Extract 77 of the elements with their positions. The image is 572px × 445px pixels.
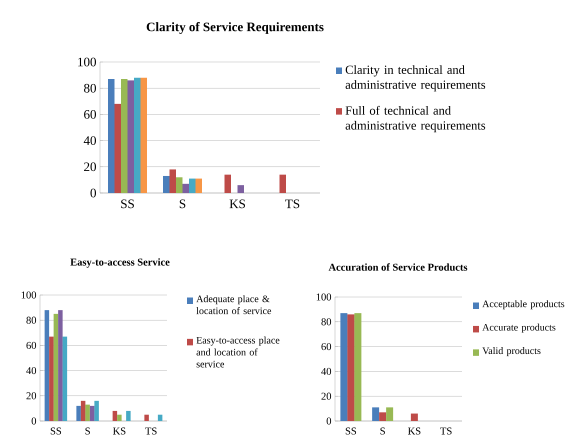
- bar: [347, 314, 354, 421]
- x-tick-label: KS: [112, 428, 126, 435]
- bar: [224, 174, 231, 193]
- legend-label: Adequate place & location of service: [196, 295, 272, 314]
- bar: [76, 406, 81, 421]
- bar: [128, 80, 134, 193]
- bar: [176, 177, 182, 193]
- y-tick-label: 0: [32, 417, 36, 425]
- bar: [54, 314, 58, 421]
- bar: [94, 400, 99, 421]
- bar: [354, 313, 362, 421]
- bar: [279, 174, 286, 193]
- bar: [112, 410, 118, 421]
- legend-label: Valid products: [482, 347, 541, 356]
- bar: [182, 184, 189, 193]
- bar: [134, 78, 140, 193]
- y-tick-label: 80: [321, 318, 332, 326]
- x-tick-label: SS: [50, 428, 62, 435]
- x-tick-label: SS: [346, 428, 356, 435]
- y-tick-label: 60: [321, 343, 332, 350]
- bar: [108, 79, 114, 193]
- y-tick-label: 40: [84, 136, 96, 145]
- y-tick-label: 100: [316, 293, 332, 301]
- x-tick-label: TS: [440, 428, 452, 435]
- y-tick-label: 20: [84, 162, 96, 172]
- bar: [44, 310, 50, 421]
- bar: [238, 185, 244, 193]
- bar: [126, 410, 131, 421]
- y-tick-label: 80: [84, 84, 96, 93]
- bar: [90, 406, 94, 421]
- bar: [144, 414, 149, 421]
- bar: [85, 404, 90, 421]
- x-tick-label: TS: [145, 428, 157, 435]
- bar: [49, 336, 54, 421]
- bar: [117, 414, 122, 421]
- bar: [379, 412, 386, 421]
- bar: [372, 407, 380, 421]
- y-tick-label: 0: [326, 417, 332, 425]
- x-tick-label: KS: [408, 428, 420, 435]
- bar: [114, 104, 121, 193]
- bar: [340, 313, 348, 421]
- y-tick-label: 20: [26, 392, 36, 400]
- bar: [163, 176, 170, 193]
- bar: [170, 169, 176, 193]
- bar: [121, 79, 128, 193]
- y-tick-label: 20: [321, 392, 332, 400]
- y-tick-label: 80: [26, 316, 36, 324]
- bar: [386, 407, 394, 421]
- bar: [196, 178, 202, 193]
- x-tick-label: S: [380, 428, 385, 435]
- legend-label: Acceptable products: [482, 300, 564, 310]
- x-tick-label: S: [180, 200, 186, 208]
- legend-label: Accurate products: [482, 324, 556, 333]
- x-tick-label: KS: [230, 200, 245, 208]
- chart-title: Easy-to-access Service: [70, 258, 170, 268]
- y-tick-label: 100: [78, 58, 96, 66]
- chart-title: Clarity of Service Requirements: [146, 22, 324, 34]
- bar: [62, 336, 68, 421]
- x-tick-label: S: [85, 428, 90, 435]
- chart-title: Accuration of Service Products: [328, 263, 468, 271]
- y-tick-label: 60: [26, 342, 36, 349]
- y-tick-label: 100: [22, 291, 36, 299]
- y-tick-label: 0: [90, 188, 96, 198]
- y-tick-label: 60: [84, 110, 96, 119]
- bar: [58, 310, 63, 421]
- bar: [140, 78, 147, 193]
- y-tick-label: 40: [321, 368, 332, 375]
- bar: [80, 400, 86, 421]
- x-tick-label: SS: [121, 200, 134, 208]
- bar: [189, 178, 196, 193]
- legend-label: Easy-to-access place and location of service: [196, 336, 280, 368]
- bar: [158, 414, 162, 421]
- x-tick-label: TS: [285, 200, 300, 208]
- legend-label: Full of technical and administrative requirements: [346, 106, 486, 132]
- y-tick-label: 40: [26, 367, 36, 374]
- legend-label: Clarity in technical and administrative requirements: [346, 65, 486, 92]
- bar: [410, 414, 418, 421]
